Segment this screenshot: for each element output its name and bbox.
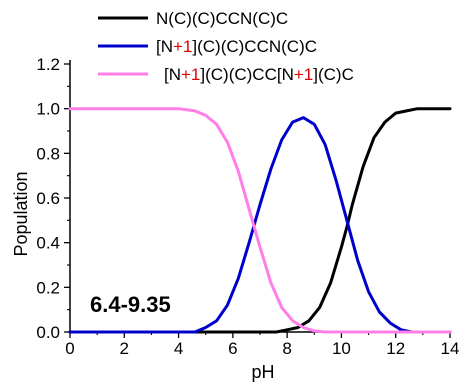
x-tick-label: 4 [174,339,183,358]
y-tick-label: 0.6 [36,189,60,208]
x-tick-label: 10 [332,339,351,358]
y-tick-label: 1.0 [36,100,60,119]
x-tick-label: 14 [441,339,460,358]
y-tick-label: 0.2 [36,278,60,297]
series-line-3 [68,107,452,334]
y-tick-label: 1.2 [36,55,60,74]
range-annotation: 6.4-9.35 [90,292,171,317]
x-tick-label: 8 [282,339,291,358]
y-tick-label: 0.4 [36,234,60,253]
series-line-2 [68,116,452,334]
series-line-1 [68,107,452,334]
legend-label-1: N(C)(C)CCN(C)C [156,9,288,28]
y-tick-label: 0.0 [36,323,60,342]
x-axis-title: pH [251,362,274,382]
x-tick-label: 2 [120,339,129,358]
legend: N(C)(C)CCN(C)C [N+1](C)(C)CCN(C)C [N+1](C)… [98,9,354,84]
y-axis-title: Population [11,171,31,256]
x-tick-label: 12 [386,339,405,358]
x-tick-label: 0 [65,339,74,358]
legend-label-2: [N+1](C)(C)CCN(C)C [156,37,317,56]
y-tick-label: 0.8 [36,144,60,163]
series-layer [68,107,452,334]
x-tick-label: 6 [228,339,237,358]
legend-label-3: [N+1](C)(C)CC[N+1](C)C [164,65,354,84]
